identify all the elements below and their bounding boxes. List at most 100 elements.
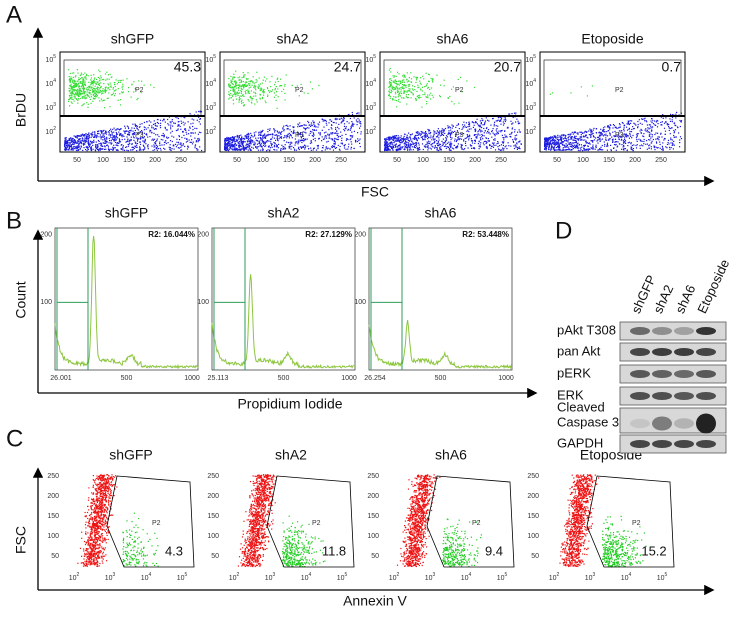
tick-exponent: 2: [373, 126, 376, 132]
dot: [255, 146, 257, 149]
dot: [360, 125, 362, 127]
dot: [242, 148, 244, 150]
dot: [555, 138, 557, 140]
dot: [393, 76, 395, 78]
dot: [404, 139, 406, 141]
dot: [310, 140, 312, 142]
dot: [240, 80, 242, 82]
dot: [73, 79, 75, 81]
dot: [288, 135, 290, 137]
dot: [135, 146, 137, 148]
dot: [622, 139, 624, 142]
dot: [71, 139, 73, 141]
dot: [78, 79, 80, 81]
dot: [339, 118, 341, 120]
dot: [232, 89, 234, 91]
dot: [448, 141, 450, 143]
dot: [248, 100, 250, 102]
dot: [77, 140, 79, 142]
dot: [655, 138, 657, 140]
dot: [248, 143, 250, 145]
dot: [280, 137, 283, 139]
dot: [326, 124, 328, 126]
dot: [425, 146, 427, 148]
dot: [83, 134, 85, 136]
dot: [102, 142, 104, 144]
dot: [384, 144, 386, 147]
dot: [591, 131, 593, 133]
dot: [359, 146, 361, 148]
dot: [447, 127, 449, 129]
dot: [144, 146, 146, 148]
dot: [190, 135, 192, 137]
dot: [247, 132, 249, 134]
dot: [659, 147, 661, 149]
dot: [243, 74, 245, 76]
dot: [267, 145, 270, 148]
dot: [646, 140, 648, 142]
dot: [562, 141, 564, 143]
dot: [657, 147, 659, 149]
dot: [313, 147, 315, 150]
dot: [493, 123, 495, 125]
dot: [108, 137, 110, 140]
dot: [198, 116, 200, 118]
dot: [657, 123, 659, 125]
dot: [453, 144, 455, 146]
dot: [305, 145, 307, 147]
dot: [671, 121, 673, 123]
dot: [484, 120, 487, 122]
dot: [398, 140, 400, 142]
x-tick-label: 150: [603, 157, 615, 164]
dot: [340, 142, 342, 144]
dot: [74, 96, 76, 98]
dot: [120, 148, 122, 150]
dot: [258, 134, 260, 136]
tick-exponent: 2: [533, 126, 536, 132]
dot: [95, 134, 97, 136]
dot: [99, 149, 101, 151]
dot: [87, 94, 89, 97]
dot: [665, 146, 667, 148]
dot: [628, 128, 630, 130]
dot: [90, 544, 92, 546]
plot-frame: [219, 51, 366, 153]
dot: [181, 136, 183, 139]
dot: [544, 138, 546, 141]
dot: [420, 133, 422, 135]
dot: [185, 141, 187, 143]
dot: [475, 121, 477, 124]
dot: [280, 149, 282, 151]
dot: [563, 138, 565, 140]
dot: [497, 125, 499, 127]
dot: [300, 137, 303, 139]
x-tick-label: 26.254: [364, 375, 386, 382]
dot: [99, 78, 101, 80]
dot: [246, 85, 248, 87]
dot: [312, 149, 314, 151]
dot: [86, 94, 89, 96]
dot: [74, 147, 76, 150]
dot: [418, 144, 420, 146]
dot: [519, 140, 521, 142]
dot: [176, 141, 178, 143]
dot: [546, 141, 549, 143]
dot: [424, 132, 426, 134]
dot: [483, 124, 485, 126]
dot: [562, 147, 564, 149]
dot: [79, 91, 81, 93]
dot: [235, 85, 237, 87]
dot: [229, 84, 231, 86]
dot: [314, 140, 316, 142]
dot: [98, 80, 100, 82]
dot: [112, 87, 114, 89]
dot: [312, 138, 314, 140]
dot: [276, 107, 278, 109]
dot: [550, 140, 552, 142]
dot: [264, 141, 266, 143]
x-tick-label: 500: [278, 375, 290, 382]
dot: [254, 143, 256, 145]
dot: [246, 135, 248, 137]
dot: [104, 137, 106, 139]
dot: [625, 142, 627, 144]
